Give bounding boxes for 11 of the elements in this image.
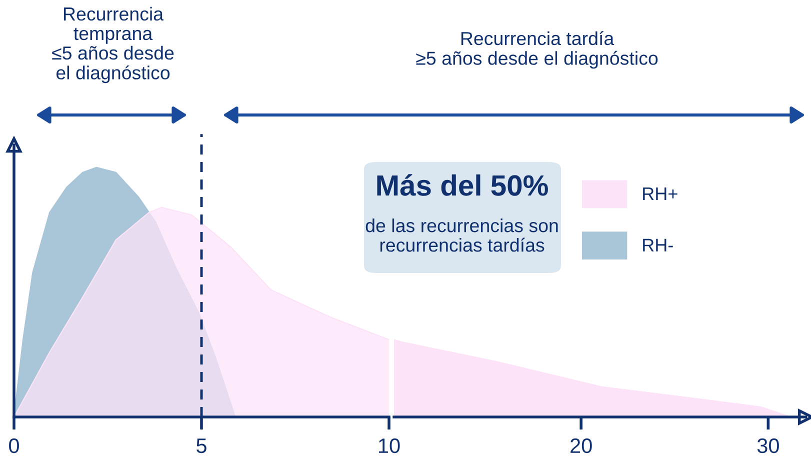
- text: Recurrencia tardía ≥5 años desde el diagnóstico: [416, 31, 658, 69]
- x-tick-label: 0: [9, 438, 19, 454]
- x-tick-label: 10: [379, 438, 400, 454]
- annotation: de las recurrencias son recurrencias tardías: [366, 218, 558, 252]
- x-tick-label: 20: [570, 438, 592, 454]
- legend-label: RH+: [643, 188, 678, 200]
- legend-label: RH-: [643, 238, 673, 252]
- x-tick-label: 30: [757, 438, 779, 454]
- text: Recurrencia temprana ≤5 años desde el diagnóstico: [52, 6, 174, 84]
- x-tick-label: 5: [196, 438, 206, 454]
- annotation: Más del 50%: [377, 174, 548, 196]
